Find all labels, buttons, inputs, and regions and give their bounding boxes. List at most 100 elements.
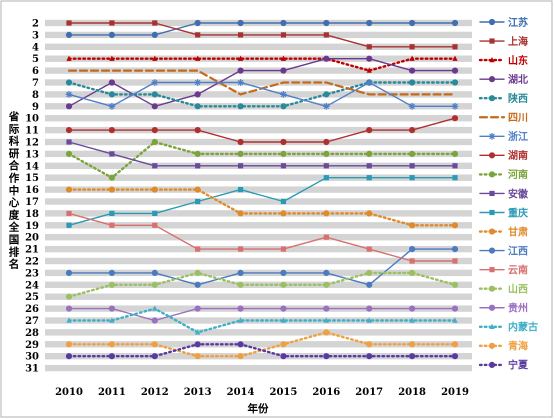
data-point xyxy=(409,19,416,27)
legend-marker xyxy=(489,323,495,329)
data-point xyxy=(366,269,373,276)
data-point xyxy=(323,19,330,27)
data-point xyxy=(66,317,72,323)
data-point xyxy=(409,67,416,74)
data-point xyxy=(366,163,372,169)
data-point xyxy=(237,269,244,276)
data-point xyxy=(109,20,115,26)
data-point xyxy=(452,317,458,323)
data-point xyxy=(451,246,459,253)
data-point xyxy=(195,55,201,61)
legend-marker xyxy=(488,132,496,140)
data-point xyxy=(280,19,287,27)
data-point xyxy=(151,341,158,348)
y-tick-label: 4 xyxy=(32,42,39,53)
data-point xyxy=(237,19,244,27)
data-point xyxy=(65,31,73,39)
data-point xyxy=(194,353,201,360)
data-point xyxy=(409,341,416,348)
data-point xyxy=(65,127,73,134)
grid-band xyxy=(45,341,472,348)
data-point xyxy=(280,281,287,288)
series-line-12 xyxy=(67,188,457,227)
data-point xyxy=(280,269,287,276)
data-point xyxy=(194,305,201,312)
y-tick-label: 7 xyxy=(32,78,39,89)
data-point xyxy=(451,67,459,74)
data-point xyxy=(366,353,373,360)
data-point xyxy=(108,174,115,181)
data-point xyxy=(65,79,73,86)
x-tick-label: 2019 xyxy=(441,387,469,398)
data-point xyxy=(65,150,73,157)
data-point xyxy=(366,341,373,348)
data-point xyxy=(323,55,330,62)
data-point xyxy=(108,281,115,288)
data-point xyxy=(237,55,244,61)
data-point xyxy=(409,79,416,86)
data-point xyxy=(237,281,244,288)
data-point xyxy=(66,55,72,61)
x-tick-label: 2015 xyxy=(270,387,298,398)
data-point xyxy=(366,55,373,62)
data-point xyxy=(109,55,115,61)
data-point xyxy=(194,127,201,134)
series-line-9 xyxy=(67,140,457,179)
y-tick-label: 12 xyxy=(25,138,39,149)
y-tick-label: 23 xyxy=(25,268,39,279)
x-tick-label: 2012 xyxy=(141,387,169,398)
data-point xyxy=(451,353,459,360)
legend-marker xyxy=(489,267,495,273)
data-point xyxy=(451,281,459,288)
grid-band xyxy=(45,79,472,86)
series-line-17 xyxy=(67,307,457,334)
data-point xyxy=(152,55,158,61)
data-point xyxy=(323,281,330,288)
y-tick-label: 20 xyxy=(25,233,39,244)
y-tick-label: 25 xyxy=(25,292,39,303)
data-point xyxy=(151,281,158,288)
data-point xyxy=(151,269,158,276)
data-point xyxy=(451,102,459,110)
data-point xyxy=(366,305,373,312)
series-line-15 xyxy=(67,271,457,298)
legend-label: 山东 xyxy=(508,54,528,67)
series-line-11 xyxy=(68,176,456,227)
data-point xyxy=(108,353,115,360)
data-point xyxy=(280,305,287,312)
series-line-1 xyxy=(68,22,456,36)
series-line-13 xyxy=(68,248,456,286)
data-point xyxy=(66,210,72,216)
data-point xyxy=(237,32,244,38)
grid-band xyxy=(45,174,472,181)
legend-marker xyxy=(488,18,496,26)
data-point xyxy=(409,150,416,157)
legend-marker xyxy=(488,76,496,83)
data-point xyxy=(408,102,416,110)
grid-band xyxy=(45,126,472,134)
data-point xyxy=(409,127,416,134)
data-point xyxy=(409,317,415,323)
data-point xyxy=(280,353,287,360)
data-point xyxy=(323,317,329,323)
data-point xyxy=(280,246,287,252)
data-point xyxy=(152,222,158,228)
data-point xyxy=(280,67,287,74)
data-point xyxy=(194,341,201,348)
data-point xyxy=(365,79,373,86)
data-point xyxy=(194,150,201,157)
legend-label: 陕西 xyxy=(508,92,528,105)
data-point xyxy=(237,353,244,360)
y-tick-label: 2 xyxy=(32,19,39,30)
data-point xyxy=(322,102,330,110)
data-point xyxy=(409,353,416,360)
data-point xyxy=(108,79,115,86)
data-point xyxy=(194,19,201,27)
data-point xyxy=(152,163,158,169)
data-point xyxy=(366,44,372,50)
grid-band xyxy=(45,293,472,300)
data-point xyxy=(451,222,459,229)
y-tick-label: 10 xyxy=(25,114,39,125)
data-point xyxy=(366,127,373,134)
